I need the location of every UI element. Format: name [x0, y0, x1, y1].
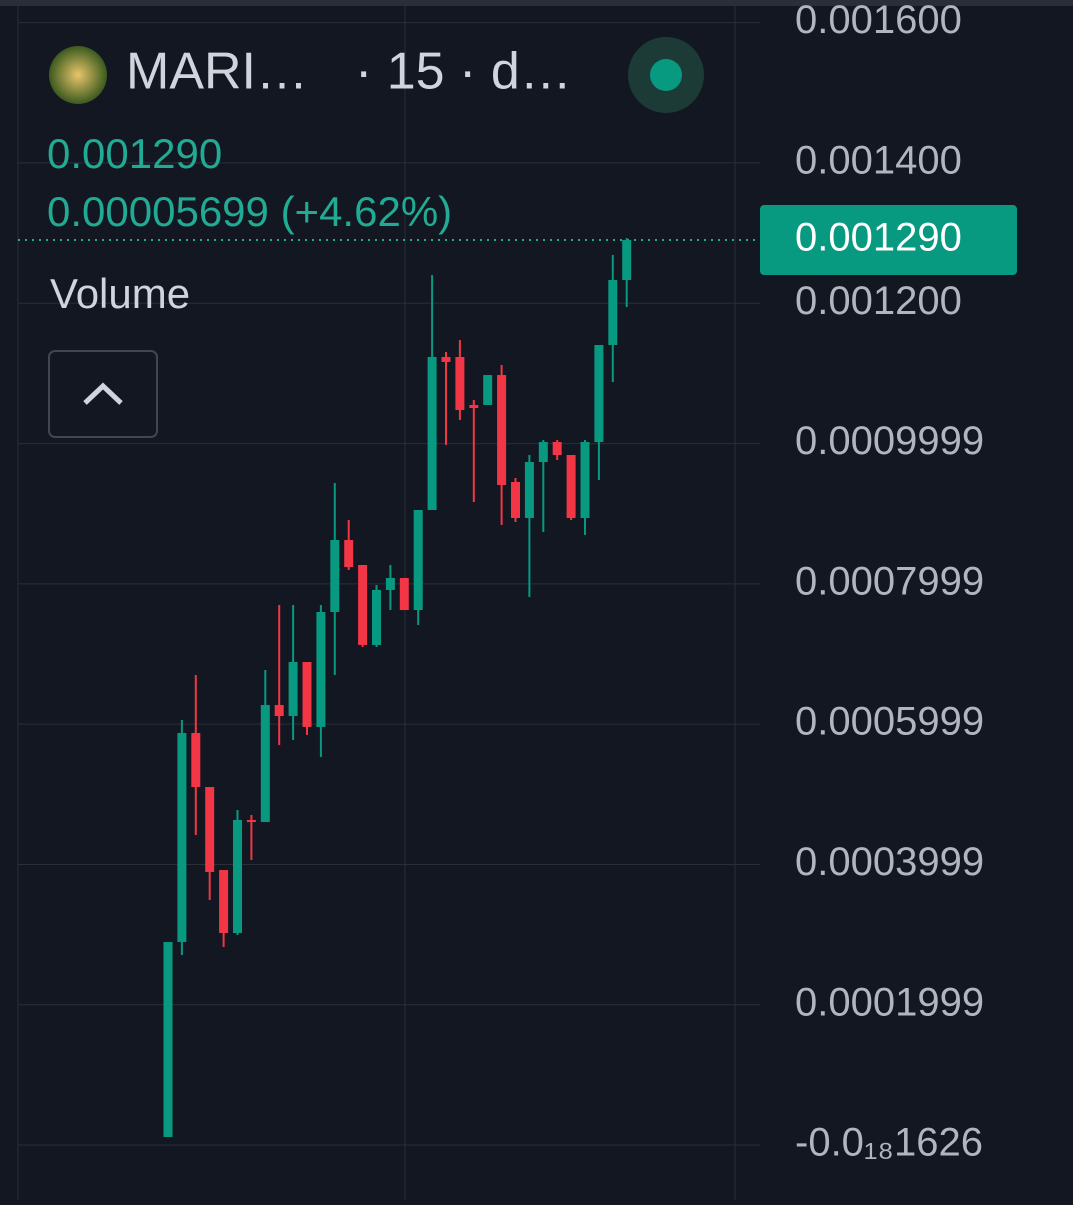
- candle-body: [622, 240, 632, 280]
- candle-body: [483, 375, 493, 405]
- candle-body: [316, 611, 326, 727]
- candle-body: [246, 819, 256, 823]
- interval: · 15 · d…: [355, 43, 572, 101]
- candle-body: [191, 733, 201, 788]
- candle-body: [469, 404, 479, 408]
- y-tick-label: 0.0001999: [795, 980, 984, 1024]
- candle-body: [441, 356, 451, 362]
- chevron: [83, 382, 123, 405]
- candle-body: [260, 705, 270, 823]
- indicator-label: Volume: [50, 270, 190, 317]
- candle-body: [580, 442, 590, 518]
- candle-body: [594, 345, 604, 443]
- candle-body: [205, 787, 215, 872]
- candle-body: [358, 564, 368, 645]
- avatar: [49, 46, 107, 104]
- y-tick-label: 0.001600: [795, 0, 962, 42]
- candle-body: [177, 733, 187, 942]
- candle-body: [385, 577, 395, 590]
- plot: [18, 22, 760, 1146]
- y-tick-label: 0.0009999: [795, 419, 984, 463]
- candle-body: [344, 540, 354, 568]
- candle-body: [274, 705, 284, 717]
- collapse-button[interactable]: ^: [48, 350, 158, 438]
- last-price-label: 0.001290: [795, 216, 962, 260]
- candle-body: [455, 356, 465, 411]
- candle-body: [511, 482, 520, 518]
- candle-body: [427, 356, 437, 510]
- candle-body: [413, 509, 423, 611]
- candle-body: [497, 375, 507, 486]
- candle-body: [399, 577, 409, 611]
- candle-body: [608, 279, 618, 346]
- y-tick-label: 0.001400: [795, 138, 962, 182]
- y-tick-label: 0.0005999: [795, 700, 984, 744]
- candle-body: [524, 462, 534, 518]
- candle-body: [219, 870, 229, 934]
- candle-body: [330, 540, 340, 612]
- y-tick-label: -0.0₁₈1626: [795, 1121, 983, 1165]
- candle-body: [302, 662, 312, 727]
- last-price-tag: [760, 205, 1017, 276]
- candle-body: [566, 454, 576, 518]
- candle-body: [288, 662, 298, 717]
- button-box[interactable]: [48, 350, 158, 438]
- y-tick-label: 0.0007999: [795, 559, 984, 603]
- top-border: [0, 0, 1073, 6]
- y-tick-label: 0.001200: [795, 279, 962, 323]
- candle-body: [233, 819, 242, 934]
- candle-body: [163, 941, 173, 1138]
- symbol: MARI…: [126, 43, 308, 101]
- y-tick-label: 0.0003999: [795, 840, 984, 884]
- status-dot: [650, 59, 682, 91]
- change: 0.00005699 (+4.62%): [47, 188, 452, 235]
- candle-body: [372, 589, 381, 645]
- candle-body: [538, 442, 548, 463]
- price: 0.001290: [47, 130, 222, 177]
- candle-body: [552, 442, 562, 455]
